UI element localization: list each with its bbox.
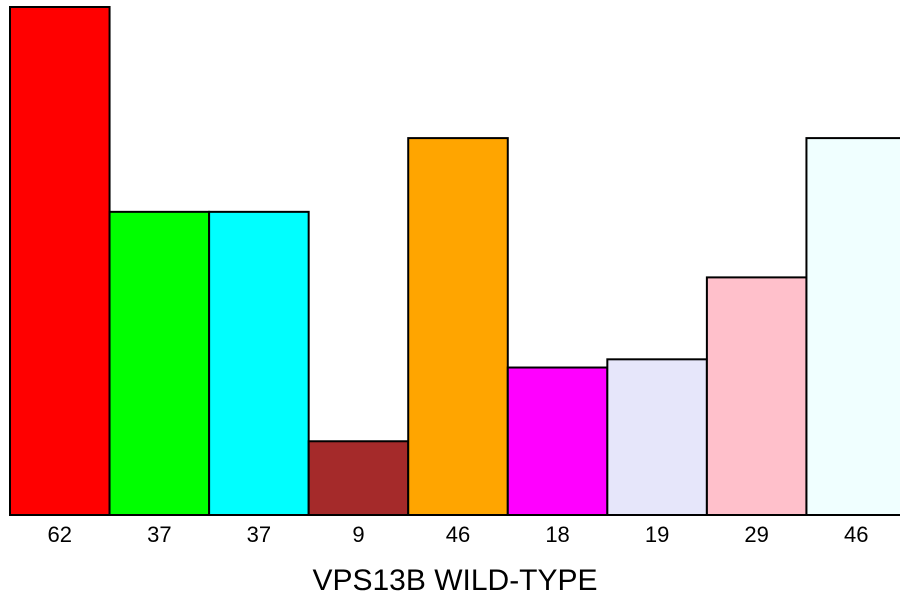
tick-labels-group: 62 37 37 9 46 18 19 29 46 — [48, 522, 869, 547]
x-tick-label-8: 29 — [744, 522, 768, 547]
x-tick-label-5: 46 — [446, 522, 470, 547]
x-tick-label-2: 37 — [147, 522, 171, 547]
bar-2 — [108, 210, 211, 516]
bar-4 — [307, 440, 410, 517]
x-axis-title: VPS13B WILD-TYPE — [312, 564, 597, 597]
bar-1 — [9, 6, 111, 516]
x-tick-label-6: 18 — [545, 522, 569, 547]
bars-group — [9, 6, 900, 517]
bar-8 — [705, 276, 808, 517]
bar-7 — [606, 358, 708, 516]
x-tick-label-3: 37 — [247, 522, 271, 547]
x-tick-label-4: 9 — [352, 522, 364, 547]
x-tick-label-9: 46 — [844, 522, 868, 547]
bar-3 — [208, 210, 310, 516]
bar-5 — [407, 137, 509, 516]
x-tick-label-7: 19 — [645, 522, 669, 547]
x-tick-label-1: 62 — [48, 522, 72, 547]
bar-9 — [805, 137, 900, 516]
bar-6 — [506, 366, 609, 516]
